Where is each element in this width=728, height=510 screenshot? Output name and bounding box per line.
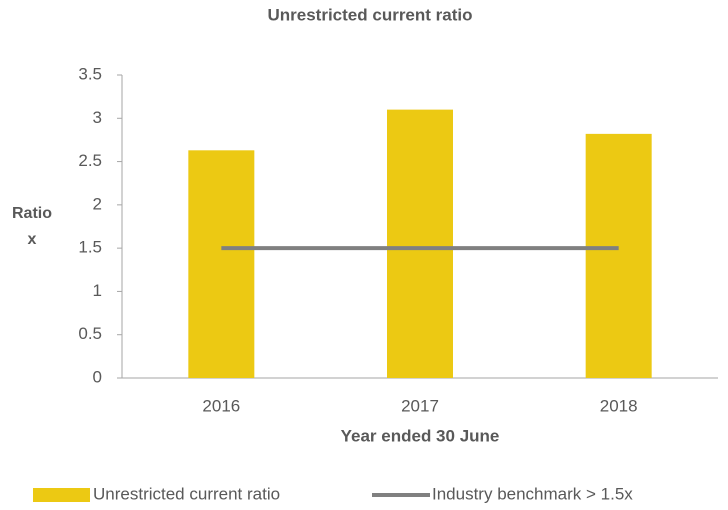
y-tick-label: 2.5: [78, 151, 102, 170]
y-tick-label: 3: [93, 108, 102, 127]
legend-swatch: [33, 488, 90, 502]
y-tick-label: 3.5: [78, 64, 102, 83]
y-tick-label: 0.5: [78, 324, 102, 343]
chart-title: Unrestricted current ratio: [268, 5, 473, 24]
y-tick-label: 0: [93, 367, 102, 386]
legend-label: Unrestricted current ratio: [93, 484, 280, 503]
x-tick-label: 2017: [401, 396, 439, 415]
y-axis-title: Ratio x: [12, 205, 52, 248]
y-tick-label: 1.5: [78, 238, 102, 257]
y-tick-label: 1: [93, 281, 102, 300]
bar: [188, 150, 255, 378]
bar: [387, 109, 453, 378]
x-tick-label: 2016: [202, 396, 240, 415]
x-axis-title: Year ended 30 June: [341, 426, 500, 445]
legend-label: Industry benchmark > 1.5x: [432, 484, 633, 503]
y-tick-label: 2: [93, 194, 102, 213]
x-tick-label: 2018: [600, 396, 638, 415]
bar: [585, 133, 652, 378]
